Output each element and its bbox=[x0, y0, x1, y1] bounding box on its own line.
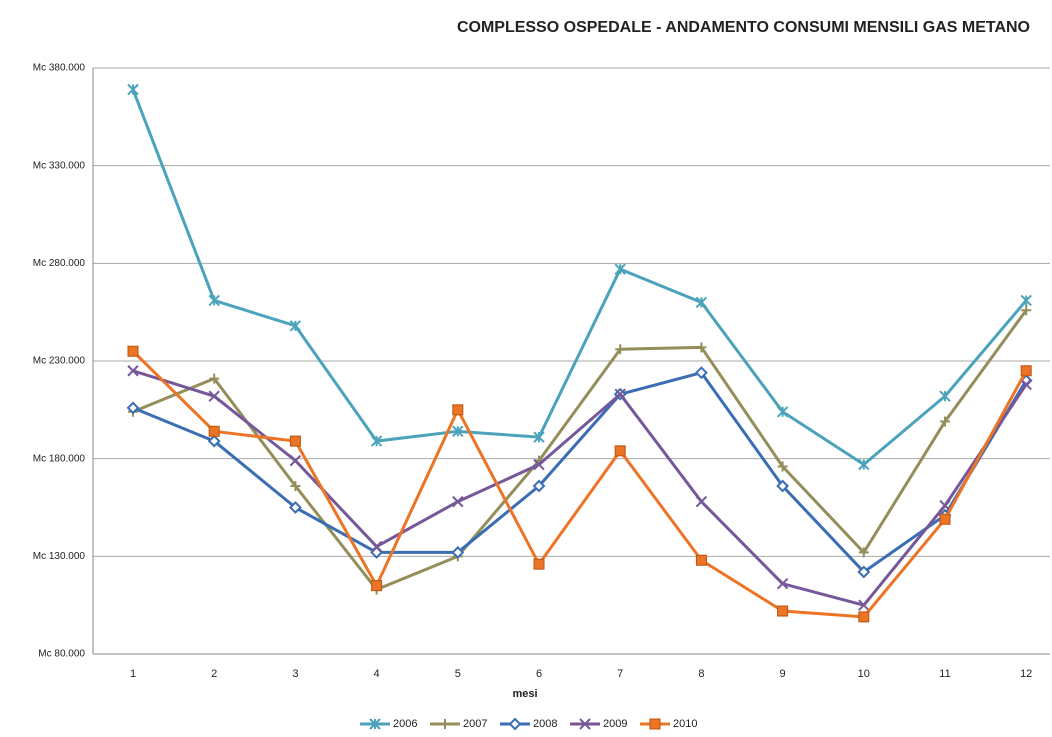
marker bbox=[533, 558, 545, 570]
marker bbox=[940, 416, 950, 427]
x-tick-label: 1 bbox=[130, 668, 136, 680]
x-tick-label: 12 bbox=[1020, 668, 1032, 680]
marker bbox=[208, 294, 220, 307]
marker bbox=[939, 513, 951, 525]
marker bbox=[1020, 294, 1032, 307]
marker bbox=[369, 718, 381, 730]
y-tick-label: Mc 280.000 bbox=[33, 258, 86, 269]
marker bbox=[208, 425, 220, 437]
marker bbox=[695, 296, 708, 309]
marker bbox=[857, 565, 871, 579]
x-tick-label: 5 bbox=[455, 668, 461, 680]
marker bbox=[508, 717, 522, 731]
x-tick-label: 3 bbox=[292, 668, 298, 680]
marker bbox=[776, 406, 789, 418]
marker bbox=[127, 365, 139, 377]
legend-label: 2010 bbox=[673, 718, 697, 730]
marker bbox=[209, 373, 220, 384]
marker bbox=[614, 263, 626, 275]
marker bbox=[289, 454, 302, 467]
marker bbox=[288, 501, 302, 514]
y-tick-label: Mc 330.000 bbox=[33, 160, 86, 171]
series-line bbox=[132, 369, 1028, 607]
marker bbox=[614, 388, 626, 400]
y-tick-label: Mc 380.000 bbox=[33, 63, 86, 74]
y-tick-label: Mc 80.000 bbox=[38, 649, 85, 660]
y-tick-label: Mc 130.000 bbox=[33, 551, 86, 562]
marker bbox=[207, 434, 221, 448]
marker bbox=[777, 461, 788, 472]
marker bbox=[533, 431, 545, 443]
marker bbox=[649, 718, 661, 730]
x-tick-label: 2 bbox=[211, 668, 217, 680]
legend-label: 2007 bbox=[463, 718, 487, 730]
marker bbox=[452, 495, 464, 508]
marker bbox=[371, 580, 383, 592]
marker bbox=[370, 435, 383, 447]
marker bbox=[289, 320, 302, 332]
x-tick-label: 7 bbox=[617, 668, 623, 680]
series-line bbox=[131, 88, 1028, 467]
marker bbox=[858, 611, 870, 623]
marker bbox=[1020, 378, 1032, 391]
marker bbox=[695, 554, 707, 566]
x-tick-label: 4 bbox=[374, 668, 380, 680]
legend-label: 2008 bbox=[533, 718, 557, 730]
marker bbox=[452, 404, 464, 416]
marker bbox=[451, 546, 465, 559]
marker bbox=[533, 458, 545, 471]
marker bbox=[1020, 365, 1032, 377]
marker bbox=[939, 390, 951, 402]
marker bbox=[696, 342, 707, 353]
marker bbox=[290, 481, 301, 492]
x-tick-label: 6 bbox=[536, 668, 542, 680]
marker bbox=[858, 599, 870, 611]
x-tick-label: 11 bbox=[939, 668, 950, 680]
marker bbox=[289, 435, 301, 447]
marker bbox=[452, 425, 464, 438]
marker bbox=[776, 577, 789, 590]
marker bbox=[127, 83, 139, 96]
chart-title: COMPLESSO OSPEDALE - ANDAMENTO CONSUMI M… bbox=[457, 19, 1030, 36]
marker bbox=[126, 401, 140, 415]
series-line bbox=[132, 309, 1028, 592]
marker bbox=[579, 718, 591, 730]
legend-label: 2009 bbox=[603, 718, 627, 730]
y-tick-label: Mc 180.000 bbox=[33, 453, 86, 464]
marker bbox=[695, 495, 708, 508]
x-tick-label: 8 bbox=[698, 668, 704, 680]
series-line bbox=[132, 371, 1028, 574]
x-axis-label: mesi bbox=[512, 688, 537, 700]
y-tick-label: Mc 230.000 bbox=[33, 356, 86, 367]
marker bbox=[614, 445, 626, 457]
marker bbox=[615, 344, 626, 355]
marker bbox=[939, 499, 951, 512]
marker bbox=[440, 719, 450, 729]
marker bbox=[777, 605, 789, 617]
legend-label: 2006 bbox=[393, 718, 417, 730]
marker bbox=[1021, 305, 1032, 316]
marker bbox=[858, 547, 869, 558]
marker bbox=[370, 540, 383, 553]
marker bbox=[532, 479, 546, 493]
x-tick-label: 10 bbox=[858, 668, 870, 680]
marker bbox=[127, 345, 139, 357]
marker bbox=[208, 390, 220, 402]
marker bbox=[776, 479, 790, 493]
x-tick-label: 9 bbox=[780, 668, 786, 680]
marker bbox=[858, 458, 870, 471]
marker bbox=[694, 366, 708, 380]
series-line bbox=[131, 350, 1028, 619]
